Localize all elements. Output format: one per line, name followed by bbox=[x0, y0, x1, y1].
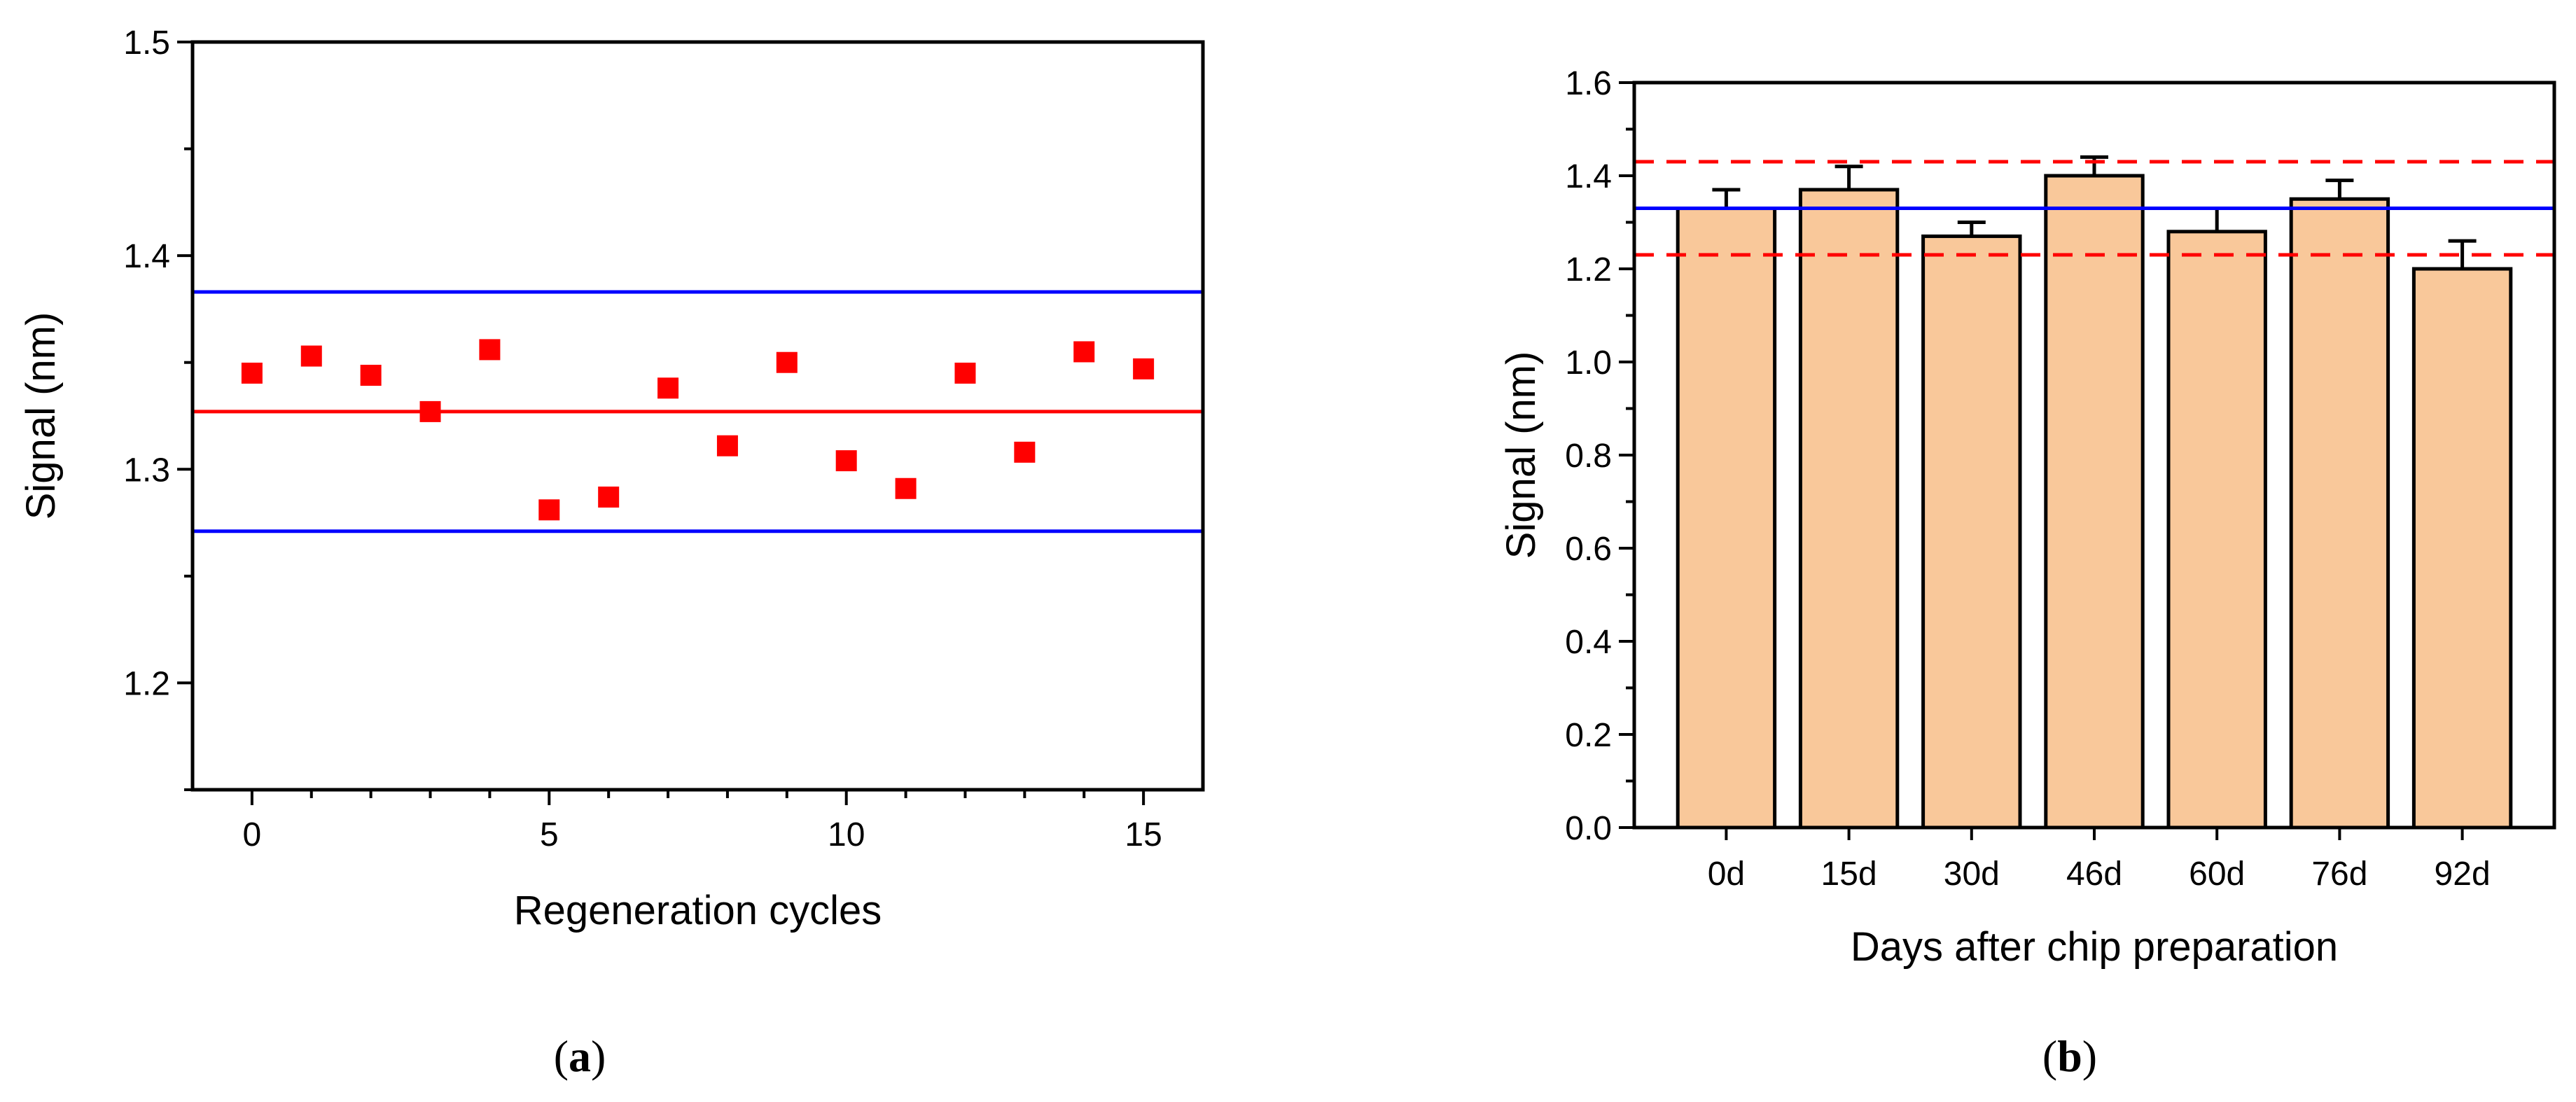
b-bars bbox=[1676, 174, 2513, 830]
a-y-tick-label: 1.5 bbox=[123, 25, 170, 62]
a-data-point bbox=[300, 345, 322, 367]
b-x-tick-label: 76d bbox=[2311, 856, 2367, 893]
b-x-axis-title: Days after chip preparation bbox=[1851, 924, 2338, 970]
a-data-point bbox=[538, 499, 560, 521]
a-data-point bbox=[241, 362, 263, 384]
b-y-axis-ticks: 0.0 0.2 0.4 0.6 0.8 1.0 1.2 1.4 1.6 bbox=[1565, 65, 1634, 847]
a-reference-lines bbox=[193, 290, 1203, 533]
a-y-tick-label: 1.2 bbox=[123, 665, 170, 702]
b-bar-76d bbox=[2289, 197, 2390, 830]
b-y-tick-label: 0.0 bbox=[1565, 810, 1612, 847]
b-y-axis-title: Signal (nm) bbox=[1498, 351, 1544, 559]
a-x-tick-label: 0 bbox=[243, 816, 262, 853]
b-y-tick-label: 1.4 bbox=[1565, 158, 1612, 195]
b-y-tick-label: 1.6 bbox=[1565, 65, 1612, 102]
a-y-axis-title: Signal (nm) bbox=[18, 312, 64, 520]
a-data-point bbox=[716, 435, 738, 456]
a-y-tick-label: 1.4 bbox=[123, 238, 170, 275]
b-reference-lines bbox=[1634, 160, 2554, 257]
a-data-point bbox=[419, 400, 441, 422]
b-panel-letter: b bbox=[2057, 1031, 2082, 1081]
a-data-point bbox=[360, 365, 382, 386]
a-panel-label: (a) bbox=[554, 1031, 606, 1081]
a-data-point bbox=[1133, 358, 1155, 379]
panel-b-bar-chart: 0d 15d 30d 46d 60d 76d 92d 0.0 0.2 0.4 0.6 0.8 1.0 1… bbox=[1498, 65, 2556, 1081]
a-data-points bbox=[241, 339, 1155, 521]
b-bar-92d bbox=[2411, 267, 2513, 830]
panel-a-scatter-chart: 0 5 10 15 1.21.31.41.5 Regeneration cycles … bbox=[18, 25, 1205, 1081]
a-plot-frame bbox=[190, 40, 1205, 792]
a-x-tick-label: 5 bbox=[540, 816, 559, 853]
b-bar-0d bbox=[1676, 207, 1777, 830]
a-data-point bbox=[657, 377, 679, 399]
b-x-tick-label: 46d bbox=[2066, 856, 2122, 893]
a-data-point bbox=[479, 339, 501, 361]
b-x-tick-label: 15d bbox=[1821, 856, 1877, 893]
b-y-tick-label: 1.2 bbox=[1565, 251, 1612, 288]
b-x-tick-label: 92d bbox=[2435, 856, 2491, 893]
a-data-point bbox=[835, 450, 857, 472]
a-y-tick-label: 1.3 bbox=[123, 452, 170, 489]
a-data-point bbox=[954, 362, 976, 384]
a-x-axis-ticks: 0 5 10 15 bbox=[243, 790, 1162, 853]
a-data-point bbox=[598, 486, 620, 508]
b-x-tick-label: 0d bbox=[1708, 856, 1745, 893]
a-panel-letter: a bbox=[569, 1031, 591, 1081]
b-y-tick-label: 0.8 bbox=[1565, 438, 1612, 475]
b-bar-46d bbox=[2044, 174, 2145, 830]
b-bar-60d bbox=[2166, 230, 2267, 830]
b-panel-label: (b) bbox=[2042, 1031, 2097, 1081]
a-x-tick-label: 10 bbox=[828, 816, 865, 853]
b-x-axis-ticks: 0d 15d 30d 46d 60d 76d 92d bbox=[1708, 828, 2491, 893]
b-bar-15d bbox=[1798, 188, 1900, 830]
a-data-point bbox=[895, 477, 917, 499]
b-y-tick-label: 1.0 bbox=[1565, 344, 1612, 382]
a-x-tick-label: 15 bbox=[1125, 816, 1162, 853]
b-y-tick-label: 0.2 bbox=[1565, 717, 1612, 754]
b-bar-30d bbox=[1921, 234, 2022, 830]
a-data-point bbox=[1014, 441, 1036, 463]
a-data-point bbox=[776, 351, 798, 373]
b-x-tick-label: 60d bbox=[2189, 856, 2245, 893]
a-x-axis-title: Regeneration cycles bbox=[514, 888, 882, 933]
a-data-point bbox=[1073, 341, 1095, 363]
b-y-tick-label: 0.4 bbox=[1565, 624, 1612, 661]
b-x-tick-label: 30d bbox=[1944, 856, 2000, 893]
a-y-axis-ticks: 1.2 1.3 1.4 1.5 bbox=[123, 25, 193, 791]
b-y-tick-label: 0.6 bbox=[1565, 531, 1612, 568]
